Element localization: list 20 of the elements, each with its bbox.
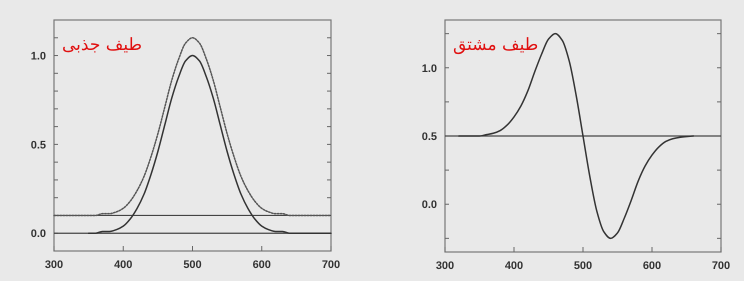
x-tick-label: 600 xyxy=(642,260,662,272)
y-tick-label: 0.0 xyxy=(30,228,46,240)
x-tick-label: 400 xyxy=(504,260,524,272)
x-tick-label: 700 xyxy=(322,259,340,271)
x-tick-label: 600 xyxy=(252,259,271,271)
annotation: طیف جذبی xyxy=(62,35,142,55)
line-series xyxy=(53,37,332,216)
x-tick-label: 400 xyxy=(114,259,132,271)
y-tick-label: 1.0 xyxy=(30,50,46,63)
y-tick-label: 1.0 xyxy=(422,62,437,75)
y-tick-label: 0.0 xyxy=(422,199,437,212)
x-tick-label: 500 xyxy=(574,260,592,272)
x-tick-label: 300 xyxy=(436,260,454,272)
y-tick-label: 0.5 xyxy=(422,131,437,143)
x-tick-label: 300 xyxy=(44,259,64,271)
x-tick-label: 500 xyxy=(183,259,202,271)
annotation: طیف مشتق xyxy=(453,35,538,55)
x-tick-label: 700 xyxy=(712,260,730,272)
y-tick-label: 0.5 xyxy=(30,139,46,152)
line-series xyxy=(88,54,332,234)
